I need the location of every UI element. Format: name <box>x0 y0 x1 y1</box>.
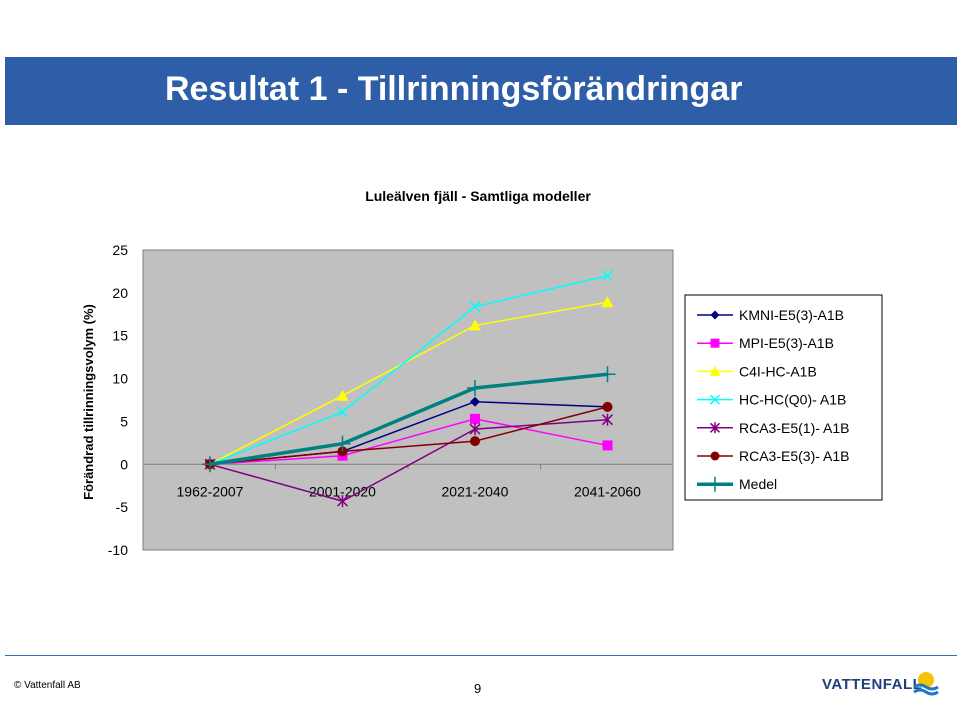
plot-area <box>142 249 674 551</box>
y-tick-label: 15 <box>112 328 128 344</box>
series-line <box>209 406 608 466</box>
data-point <box>707 476 723 492</box>
diamond-marker <box>470 396 480 407</box>
data-point <box>601 270 614 282</box>
chart-title: Luleälven fjäll - Samtliga modeller <box>0 188 960 204</box>
data-point <box>336 406 349 418</box>
y-tick-label: -10 <box>108 542 128 558</box>
chart-title-text: Luleälven fjäll - Samtliga modeller <box>365 188 591 204</box>
square-marker <box>710 338 720 348</box>
diamond-marker <box>710 310 720 320</box>
plus-marker <box>202 456 218 473</box>
data-point <box>601 296 614 308</box>
y-tick-label: 20 <box>112 285 128 301</box>
line-chart: 25 20 15 10 5 0 -5 -10 1962-2007 2001-2020 2021-20… <box>81 242 883 558</box>
data-point <box>709 394 721 405</box>
data-point <box>710 338 720 348</box>
data-point <box>469 301 481 313</box>
star-marker <box>709 422 721 434</box>
y-axis-title: Förändrad tillrinningsvolym (%) <box>81 304 96 500</box>
data-point <box>470 436 480 447</box>
x-marker <box>336 406 349 418</box>
legend-label: Medel <box>739 476 777 492</box>
data-point <box>336 495 349 508</box>
series-line <box>209 418 608 466</box>
legend-label: MPI-E5(3)-A1B <box>739 335 834 351</box>
title-band <box>5 57 957 125</box>
plus-marker <box>467 380 483 396</box>
triangle-marker <box>336 389 349 401</box>
series-line <box>209 274 608 465</box>
data-point <box>469 423 481 436</box>
star-marker <box>469 423 481 436</box>
y-tick-label: 10 <box>112 371 128 387</box>
star-marker <box>336 495 349 508</box>
circle-marker <box>470 436 480 447</box>
data-point <box>710 310 720 320</box>
brand-name: VATTENFALL <box>822 676 923 693</box>
data-point <box>470 413 480 424</box>
data-point <box>709 365 721 376</box>
square-marker <box>470 413 480 424</box>
data-point <box>602 440 613 451</box>
plus-marker <box>707 476 723 492</box>
triangle-marker <box>601 296 614 308</box>
square-marker <box>602 440 613 451</box>
legend-label: RCA3-E5(1)- A1B <box>739 420 849 436</box>
x-tick-label: 2001-2020 <box>309 483 376 499</box>
data-point <box>336 389 349 401</box>
x-marker <box>469 301 481 313</box>
copyright-text: © Vattenfall AB <box>14 680 81 691</box>
triangle-marker <box>709 365 721 376</box>
circle-marker <box>602 401 613 412</box>
footer-divider <box>5 655 957 656</box>
data-point <box>470 396 480 407</box>
y-tick-label: -5 <box>116 499 129 515</box>
legend-label: HC-HC(Q0)- A1B <box>739 392 846 408</box>
circle-marker <box>710 451 720 461</box>
data-point <box>467 380 483 396</box>
x-tick-label: 2021-2040 <box>442 483 509 499</box>
vattenfall-logo-icon <box>913 672 939 696</box>
data-point <box>602 401 613 412</box>
data-point <box>202 456 218 473</box>
data-point <box>709 422 721 434</box>
series-line <box>209 372 608 467</box>
data-point <box>601 413 614 426</box>
x-tick-label: 1962-2007 <box>177 483 244 499</box>
slide-title: Resultat 1 - Tillrinningsförändringar <box>165 70 743 108</box>
data-point <box>334 435 351 452</box>
data-point <box>469 319 481 331</box>
triangle-marker <box>469 319 481 331</box>
legend-label: KMNI-E5(3)-A1B <box>739 307 844 323</box>
x-marker <box>601 270 614 282</box>
x-marker <box>709 394 721 405</box>
data-point <box>710 451 720 461</box>
data-point <box>599 366 616 383</box>
star-marker <box>601 413 614 426</box>
series-line <box>209 301 608 465</box>
x-tick-label: 2041-2060 <box>574 483 641 499</box>
y-tick-label: 5 <box>120 413 128 429</box>
plus-marker <box>599 366 616 383</box>
legend-label: RCA3-E5(3)- A1B <box>739 448 849 464</box>
y-tick-label: 0 <box>120 456 128 472</box>
y-tick-label: 25 <box>112 242 128 258</box>
legend-label: C4I-HC-A1B <box>739 363 817 379</box>
plus-marker <box>334 435 351 452</box>
page-number: 9 <box>474 681 482 696</box>
